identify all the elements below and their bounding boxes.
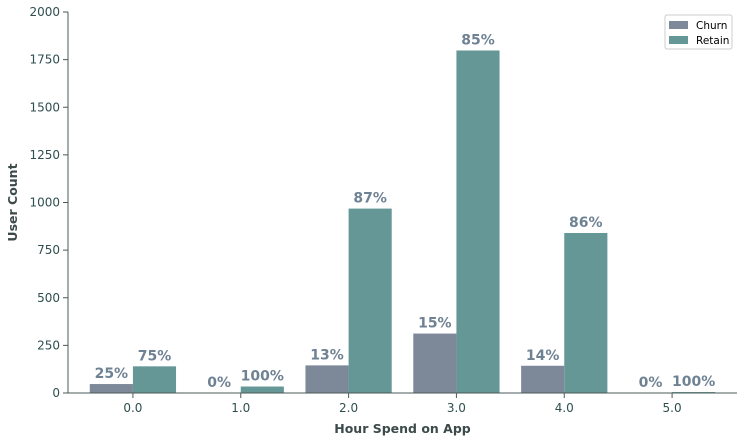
bar-churn xyxy=(413,333,457,393)
bar-data-label: 0% xyxy=(207,375,231,391)
bar-retain xyxy=(348,208,392,393)
x-tick-label: 2.0 xyxy=(339,401,358,415)
bar-churn xyxy=(89,384,133,393)
bar-data-label: 87% xyxy=(353,191,387,207)
y-tick-label: 1250 xyxy=(29,148,60,162)
y-tick-label: 1000 xyxy=(29,196,60,210)
y-tick-label: 750 xyxy=(37,243,60,257)
y-tick-label: 500 xyxy=(37,291,60,305)
x-tick-label: 4.0 xyxy=(555,401,574,415)
bar-data-label: 86% xyxy=(569,215,603,231)
bar-data-label: 100% xyxy=(241,369,284,385)
y-axis-ticks: 0 250 500 750 1000 1250 1500 1750 2000 xyxy=(29,5,68,400)
legend-swatch-retain xyxy=(669,36,688,44)
bar-data-label: 14% xyxy=(526,348,560,364)
bar-retain xyxy=(456,50,500,394)
y-tick-label: 1500 xyxy=(29,100,60,114)
x-tick-label: 1.0 xyxy=(231,401,250,415)
legend: Churn Retain xyxy=(664,14,733,50)
x-tick-label: 0.0 xyxy=(123,401,142,415)
y-tick-label: 1750 xyxy=(29,53,60,67)
y-tick-label: 250 xyxy=(37,338,60,352)
bar-data-label: 75% xyxy=(138,348,172,364)
bar-retain xyxy=(564,232,608,393)
x-tick-label: 3.0 xyxy=(447,401,466,415)
bar-retain xyxy=(240,386,284,393)
y-tick-label: 2000 xyxy=(29,5,60,19)
bar-labels-layer: 25% 0% 13% 15% 14% 0% 75% 100% 87% 85% 86% 100% xyxy=(95,32,716,391)
bars-layer xyxy=(89,50,716,394)
legend-label-churn: Churn xyxy=(696,20,727,32)
x-tick-label: 5.0 xyxy=(663,401,682,415)
bar-data-label: 15% xyxy=(418,316,452,332)
bar-retain xyxy=(132,366,177,393)
x-axis-title: Hour Spend on App xyxy=(334,421,471,436)
legend-swatch-churn xyxy=(669,21,688,29)
y-tick-label: 0 xyxy=(52,386,60,400)
x-axis-ticks: 0.0 1.0 2.0 3.0 4.0 5.0 xyxy=(123,393,682,415)
bar-data-label: 0% xyxy=(639,375,663,391)
bar-churn xyxy=(305,365,349,393)
bar-churn xyxy=(521,365,565,393)
bar-data-label: 100% xyxy=(672,374,715,390)
y-axis-title: User Count xyxy=(5,163,20,241)
bar-data-label: 85% xyxy=(461,32,495,48)
bar-data-label: 13% xyxy=(310,347,344,363)
legend-label-retain: Retain xyxy=(696,35,729,47)
bar-data-label: 25% xyxy=(95,366,129,382)
